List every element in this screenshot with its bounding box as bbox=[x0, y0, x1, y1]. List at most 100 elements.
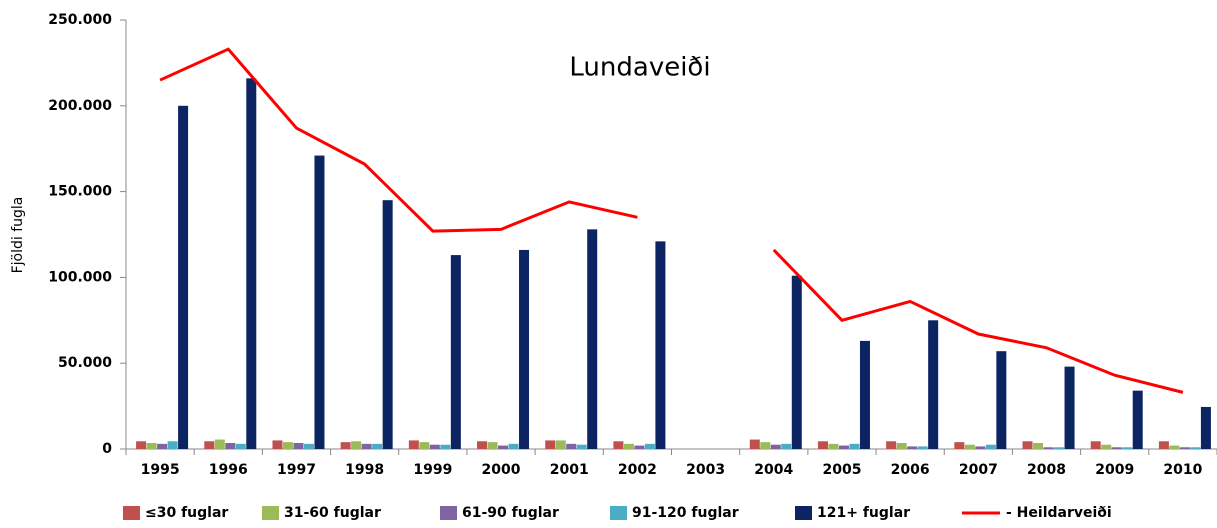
bar bbox=[314, 155, 325, 449]
bar bbox=[1101, 444, 1112, 449]
bar bbox=[419, 442, 430, 449]
bar bbox=[204, 441, 215, 449]
bar bbox=[1022, 441, 1033, 449]
legend-label: 91-120 fuglar bbox=[632, 505, 739, 521]
bar bbox=[964, 444, 975, 449]
legend-swatch bbox=[262, 506, 279, 520]
x-tick-label: 2009 bbox=[1095, 462, 1134, 478]
bar bbox=[136, 441, 147, 449]
bar bbox=[545, 440, 556, 449]
bar bbox=[235, 443, 246, 449]
bar bbox=[770, 444, 781, 449]
bar bbox=[1054, 447, 1065, 449]
x-tick-label: 1998 bbox=[345, 462, 384, 478]
bar bbox=[146, 442, 157, 449]
bar bbox=[954, 442, 965, 449]
bar bbox=[351, 441, 362, 449]
bar bbox=[157, 443, 168, 449]
bar bbox=[749, 439, 760, 449]
legend-label: 61-90 fuglar bbox=[462, 505, 559, 521]
bar bbox=[282, 442, 293, 449]
bar bbox=[372, 443, 383, 449]
bar bbox=[907, 446, 918, 449]
bar bbox=[1132, 390, 1143, 449]
bar bbox=[1122, 447, 1133, 449]
bar bbox=[1033, 442, 1044, 449]
x-tick-label: 2005 bbox=[822, 462, 861, 478]
x-tick-label: 2003 bbox=[686, 462, 725, 478]
line bbox=[159, 47, 1184, 394]
bar bbox=[996, 351, 1007, 449]
bar bbox=[928, 320, 939, 449]
y-tick-label: 150.000 bbox=[48, 184, 112, 200]
legend-swatch bbox=[795, 506, 812, 520]
bar bbox=[246, 78, 257, 450]
bar bbox=[886, 441, 897, 449]
x-tick-label: 2000 bbox=[482, 462, 521, 478]
bar bbox=[440, 444, 451, 449]
legend-swatch bbox=[440, 506, 457, 520]
bar bbox=[178, 105, 189, 450]
bar bbox=[167, 441, 178, 449]
bar bbox=[555, 440, 566, 449]
x-tick-label: 2010 bbox=[1163, 462, 1202, 478]
bar bbox=[303, 443, 314, 449]
x-tick-label: 1997 bbox=[277, 462, 316, 478]
bar bbox=[896, 442, 907, 449]
bar bbox=[817, 441, 828, 449]
legend-label: 31-60 fuglar bbox=[284, 505, 381, 521]
bar bbox=[838, 445, 849, 449]
bar bbox=[1158, 441, 1169, 449]
bar bbox=[225, 442, 236, 449]
bar bbox=[487, 442, 498, 449]
y-tick-label: 250.000 bbox=[48, 12, 112, 28]
bar bbox=[429, 444, 440, 449]
legend-label: ≤30 fuglar bbox=[145, 505, 228, 521]
bar bbox=[1111, 447, 1122, 449]
x-tick-label: 1995 bbox=[141, 462, 180, 478]
bar bbox=[613, 441, 624, 449]
bar bbox=[655, 241, 666, 449]
y-tick-label: 0 bbox=[102, 441, 112, 457]
bar bbox=[917, 446, 928, 449]
bar bbox=[587, 229, 598, 449]
bar bbox=[1179, 447, 1190, 449]
bar bbox=[634, 445, 645, 449]
bar bbox=[644, 443, 655, 449]
bar bbox=[272, 440, 283, 449]
bar bbox=[985, 444, 996, 449]
legend-label: 121+ fuglar bbox=[817, 505, 910, 521]
y-tick-label: 50.000 bbox=[58, 355, 112, 371]
bar bbox=[361, 443, 372, 449]
bar bbox=[214, 439, 225, 449]
bar bbox=[519, 249, 530, 449]
x-tick-label: 2002 bbox=[618, 462, 657, 478]
bar bbox=[508, 443, 519, 449]
x-tick-label: 1996 bbox=[209, 462, 248, 478]
bar bbox=[382, 200, 393, 449]
bar bbox=[1064, 366, 1075, 449]
bar bbox=[477, 441, 488, 449]
bar bbox=[450, 255, 461, 449]
bar bbox=[408, 440, 419, 449]
y-tick-label: 100.000 bbox=[48, 269, 112, 285]
x-tick-label: 1999 bbox=[413, 462, 452, 478]
x-tick-label: 2007 bbox=[959, 462, 998, 478]
bar bbox=[859, 340, 870, 449]
legend-label: - Heildarveiði bbox=[1006, 505, 1112, 521]
bar bbox=[498, 445, 509, 449]
x-tick-label: 2001 bbox=[550, 462, 589, 478]
bar bbox=[781, 443, 792, 449]
legend-swatch bbox=[610, 506, 627, 520]
bar bbox=[1200, 406, 1211, 449]
bar bbox=[566, 443, 577, 449]
bar bbox=[760, 442, 771, 449]
legend-swatch bbox=[123, 506, 140, 520]
bar bbox=[1090, 441, 1101, 449]
bar bbox=[791, 275, 802, 449]
x-tick-label: 2004 bbox=[754, 462, 793, 478]
x-tick-label: 2006 bbox=[891, 462, 930, 478]
bar bbox=[340, 442, 351, 449]
chart-title: Lundaveiði bbox=[569, 53, 710, 83]
bar bbox=[576, 444, 587, 449]
